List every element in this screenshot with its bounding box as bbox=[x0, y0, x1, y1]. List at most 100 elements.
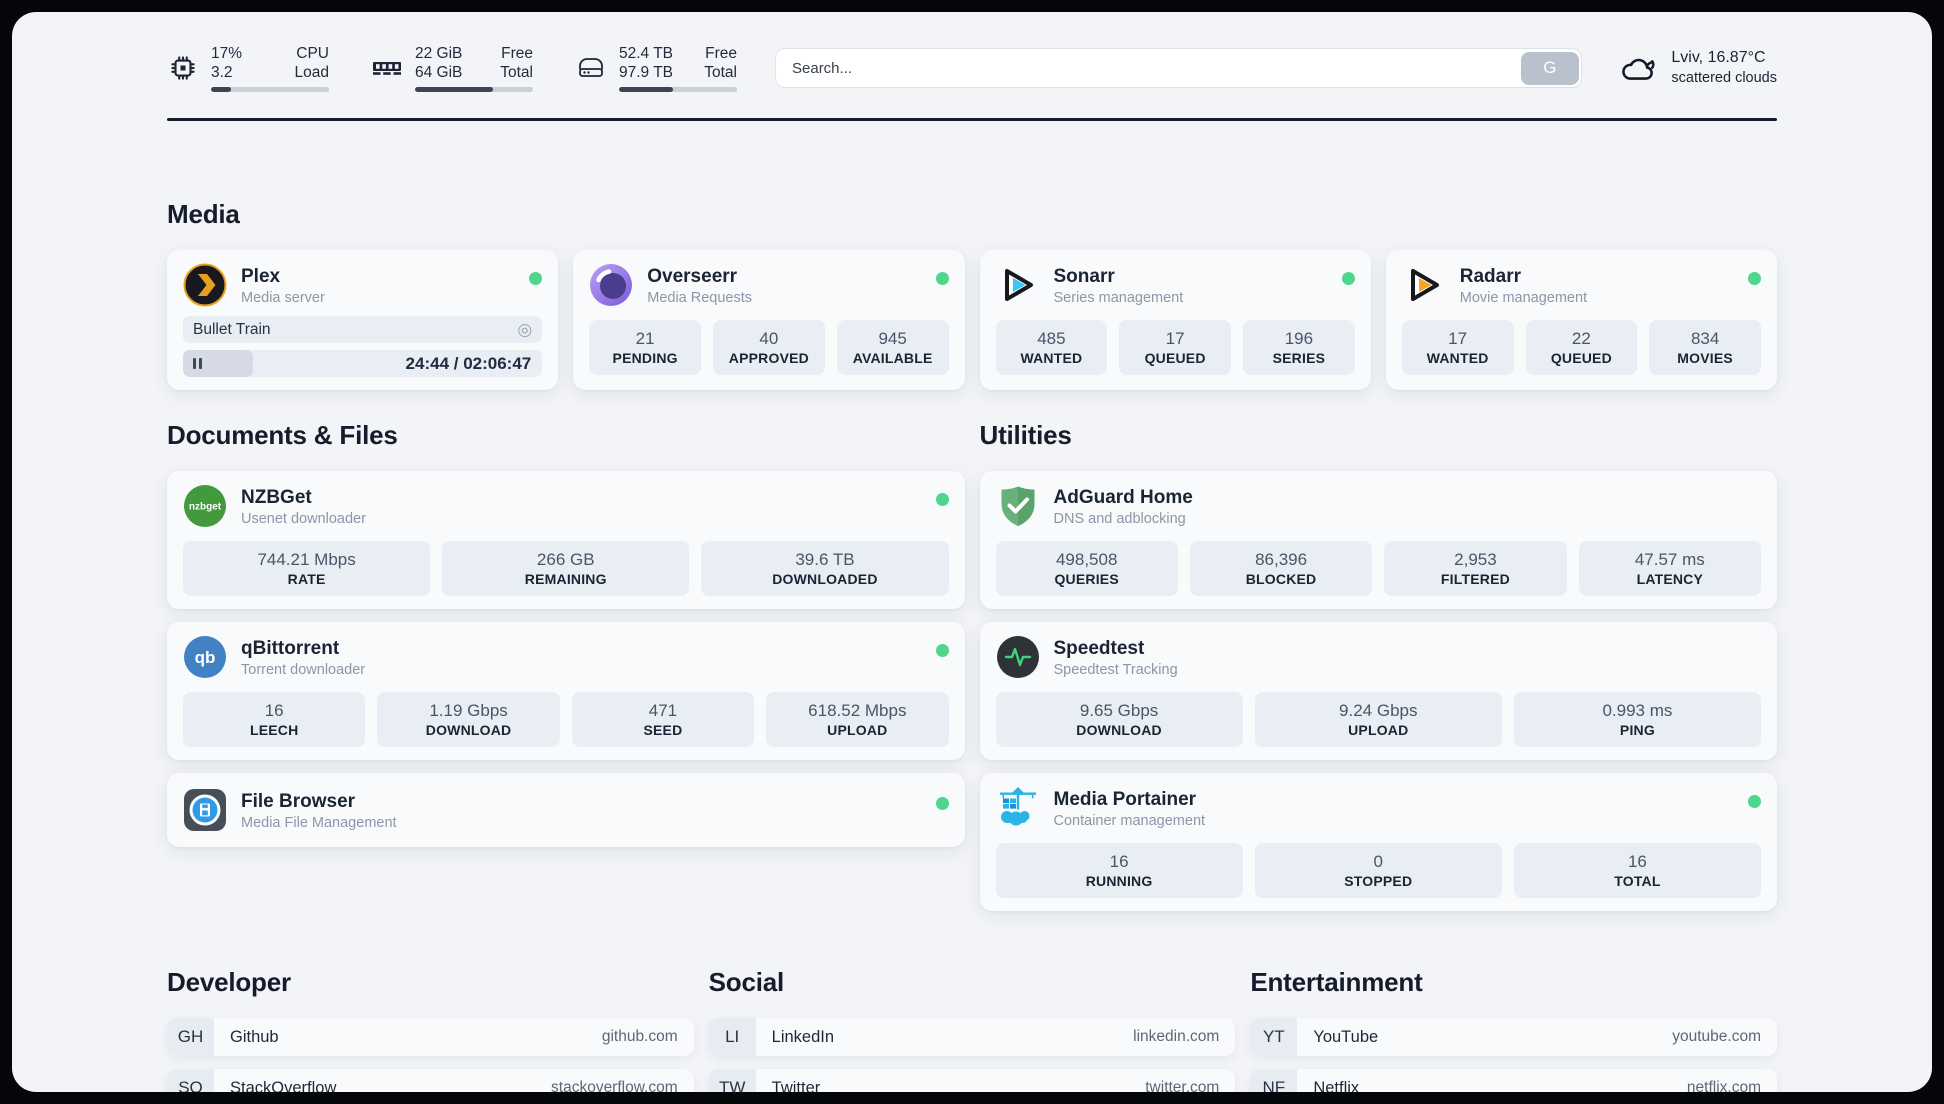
section-documents-files: Documents & Files nzbget NZBGet U bbox=[167, 420, 965, 911]
stat-running: 16 RUNNING bbox=[995, 843, 1243, 898]
bookmark-group-social: Social LI LinkedIn linkedin.com TW Twitt… bbox=[708, 967, 1236, 1092]
system-metrics: 17% 3.2 CPU Load bbox=[167, 44, 737, 92]
stat-approved: 40 APPROVED bbox=[713, 320, 825, 375]
cpu-icon bbox=[167, 53, 199, 83]
app-subtitle: Media Requests bbox=[647, 289, 753, 306]
stat-latency: 47.57 ms LATENCY bbox=[1578, 541, 1761, 596]
bookmark-twitter[interactable]: TW Twitter twitter.com bbox=[708, 1069, 1236, 1092]
cpu-label: CPU bbox=[296, 45, 329, 62]
ram-total-label: Total bbox=[500, 64, 533, 81]
app-name: qBittorrent bbox=[241, 637, 340, 659]
app-subtitle: Series management bbox=[1053, 289, 1184, 306]
section-title-entertainment: Entertainment bbox=[1250, 967, 1423, 997]
app-name: Sonarr bbox=[1053, 265, 1115, 287]
stat-movies: 834 MOVIES bbox=[1649, 320, 1761, 375]
app-name: AdGuard Home bbox=[1053, 486, 1193, 508]
stat-downloaded: 39.6 TB DOWNLOADED bbox=[701, 541, 949, 596]
bookmark-netflix[interactable]: NF Netflix netflix.com bbox=[1250, 1069, 1777, 1092]
section-media: Media Plex Media server bbox=[167, 199, 1777, 390]
status-dot bbox=[935, 644, 949, 657]
portainer-icon bbox=[996, 786, 1040, 830]
load-label: Load bbox=[294, 64, 329, 81]
disk-icon bbox=[575, 56, 607, 80]
search-input[interactable] bbox=[775, 48, 1583, 88]
weather-location-temp: Lviv, 16.87°C bbox=[1671, 49, 1766, 66]
app-card-overseerr[interactable]: Overseerr Media Requests 21 PENDING 40 APP… bbox=[573, 250, 965, 390]
top-bar: 17% 3.2 CPU Load bbox=[167, 42, 1777, 94]
stat-queries: 498,508 QUERIES bbox=[995, 541, 1178, 596]
svg-text:nzbget: nzbget bbox=[189, 502, 222, 513]
stat-stopped: 0 STOPPED bbox=[1254, 843, 1502, 898]
playback-played-segment bbox=[183, 350, 254, 377]
stat-pending: 21 PENDING bbox=[589, 320, 701, 375]
disk-total-value: 97.9 TB bbox=[619, 64, 674, 81]
stat-available: 945 AVAILABLE bbox=[836, 320, 949, 375]
section-utilities: Utilities AdGuard Home bbox=[979, 420, 1777, 911]
disk-free-value: 52.4 TB bbox=[619, 45, 674, 62]
status-dot bbox=[1341, 272, 1355, 285]
status-dot bbox=[935, 797, 949, 810]
github-badge: GH bbox=[167, 1018, 214, 1056]
app-card-plex[interactable]: Plex Media server Bullet Train ◎ 24:44 /… bbox=[167, 250, 559, 390]
app-name: File Browser bbox=[241, 790, 356, 812]
metric-memory: 22 GiB 64 GiB Free Total bbox=[371, 44, 533, 92]
weather-condition: scattered clouds bbox=[1671, 70, 1777, 86]
google-search-button[interactable]: G bbox=[1520, 51, 1579, 85]
stat-download: 1.19 Gbps DOWNLOAD bbox=[377, 692, 560, 747]
app-subtitle: Speedtest Tracking bbox=[1053, 661, 1178, 678]
plex-icon bbox=[183, 263, 227, 307]
app-name: Plex bbox=[241, 265, 281, 287]
app-card-filebrowser[interactable]: File Browser Media File Management bbox=[167, 773, 965, 847]
stat-rate: 744.21 Mbps RATE bbox=[183, 541, 431, 596]
bookmark-group-developer: Developer GH Github github.com SO StackO… bbox=[167, 967, 694, 1092]
app-card-qbittorrent[interactable]: qb qBittorrent Torrent downloader 16 LEEC… bbox=[167, 622, 965, 760]
app-name: Media Portainer bbox=[1053, 788, 1197, 810]
cpu-usage-value: 17% bbox=[211, 45, 243, 62]
nzbget-icon: nzbget bbox=[183, 484, 227, 528]
stackoverflow-badge: SO bbox=[167, 1069, 214, 1092]
disk-free-label: Free bbox=[705, 45, 737, 62]
bookmark-linkedin[interactable]: LI LinkedIn linkedin.com bbox=[708, 1018, 1236, 1056]
section-title-developer: Developer bbox=[167, 967, 291, 997]
bookmark-github[interactable]: GH Github github.com bbox=[167, 1018, 694, 1056]
app-subtitle: Container management bbox=[1053, 812, 1206, 829]
cloud-icon bbox=[1620, 53, 1658, 83]
youtube-badge: YT bbox=[1250, 1018, 1298, 1056]
status-dot bbox=[1748, 795, 1761, 808]
bookmark-youtube[interactable]: YT YouTube youtube.com bbox=[1250, 1018, 1777, 1056]
bookmark-stackoverflow[interactable]: SO StackOverflow stackoverflow.com bbox=[167, 1069, 694, 1092]
app-subtitle: Media File Management bbox=[241, 814, 397, 831]
app-card-radarr[interactable]: Radarr Movie management 17 WANTED 22 QUEUE… bbox=[1385, 250, 1777, 390]
app-name: Radarr bbox=[1459, 265, 1521, 287]
sonarr-icon bbox=[996, 263, 1040, 307]
app-card-adguard[interactable]: AdGuard Home DNS and adblocking 498,508 Q… bbox=[979, 471, 1777, 609]
overseerr-icon bbox=[589, 263, 633, 307]
app-subtitle: DNS and adblocking bbox=[1053, 510, 1186, 527]
adguard-icon bbox=[996, 484, 1040, 528]
playback-time: 24:44 / 02:06:47 bbox=[405, 353, 532, 373]
cpu-load-value: 3.2 bbox=[211, 64, 233, 81]
video-session-icon[interactable]: ◎ bbox=[517, 320, 533, 339]
ram-free-label: Free bbox=[501, 45, 533, 62]
app-card-speedtest[interactable]: Speedtest Speedtest Tracking 9.65 Gbps DO… bbox=[979, 622, 1777, 760]
pause-icon[interactable] bbox=[193, 358, 202, 369]
stat-filtered: 2,953 FILTERED bbox=[1384, 541, 1567, 596]
stat-upload: 9.24 Gbps UPLOAD bbox=[1254, 692, 1502, 747]
header-divider bbox=[167, 118, 1777, 121]
app-card-portainer[interactable]: Media Portainer Container management 16 R… bbox=[979, 773, 1777, 911]
section-title-utilities: Utilities bbox=[979, 420, 1072, 450]
app-card-sonarr[interactable]: Sonarr Series management 485 WANTED 17 QUE… bbox=[979, 250, 1371, 390]
status-dot bbox=[529, 272, 543, 285]
stat-queued: 17 QUEUED bbox=[1119, 320, 1231, 375]
section-title-media: Media bbox=[167, 199, 240, 229]
playback-progress-bar[interactable]: 24:44 / 02:06:47 bbox=[183, 350, 543, 377]
stat-upload: 618.52 Mbps UPLOAD bbox=[766, 692, 949, 747]
now-playing-title: Bullet Train bbox=[193, 320, 271, 338]
app-card-nzbget[interactable]: nzbget NZBGet Usenet downloader 744.21 M… bbox=[167, 471, 965, 609]
radarr-icon bbox=[1402, 263, 1446, 307]
section-title-files: Documents & Files bbox=[167, 420, 398, 450]
linkedin-badge: LI bbox=[708, 1018, 756, 1056]
metric-storage: 52.4 TB 97.9 TB Free Total bbox=[575, 44, 737, 92]
dashboard-page: 17% 3.2 CPU Load bbox=[12, 12, 1932, 1092]
now-playing-bar: Bullet Train ◎ bbox=[183, 316, 543, 343]
